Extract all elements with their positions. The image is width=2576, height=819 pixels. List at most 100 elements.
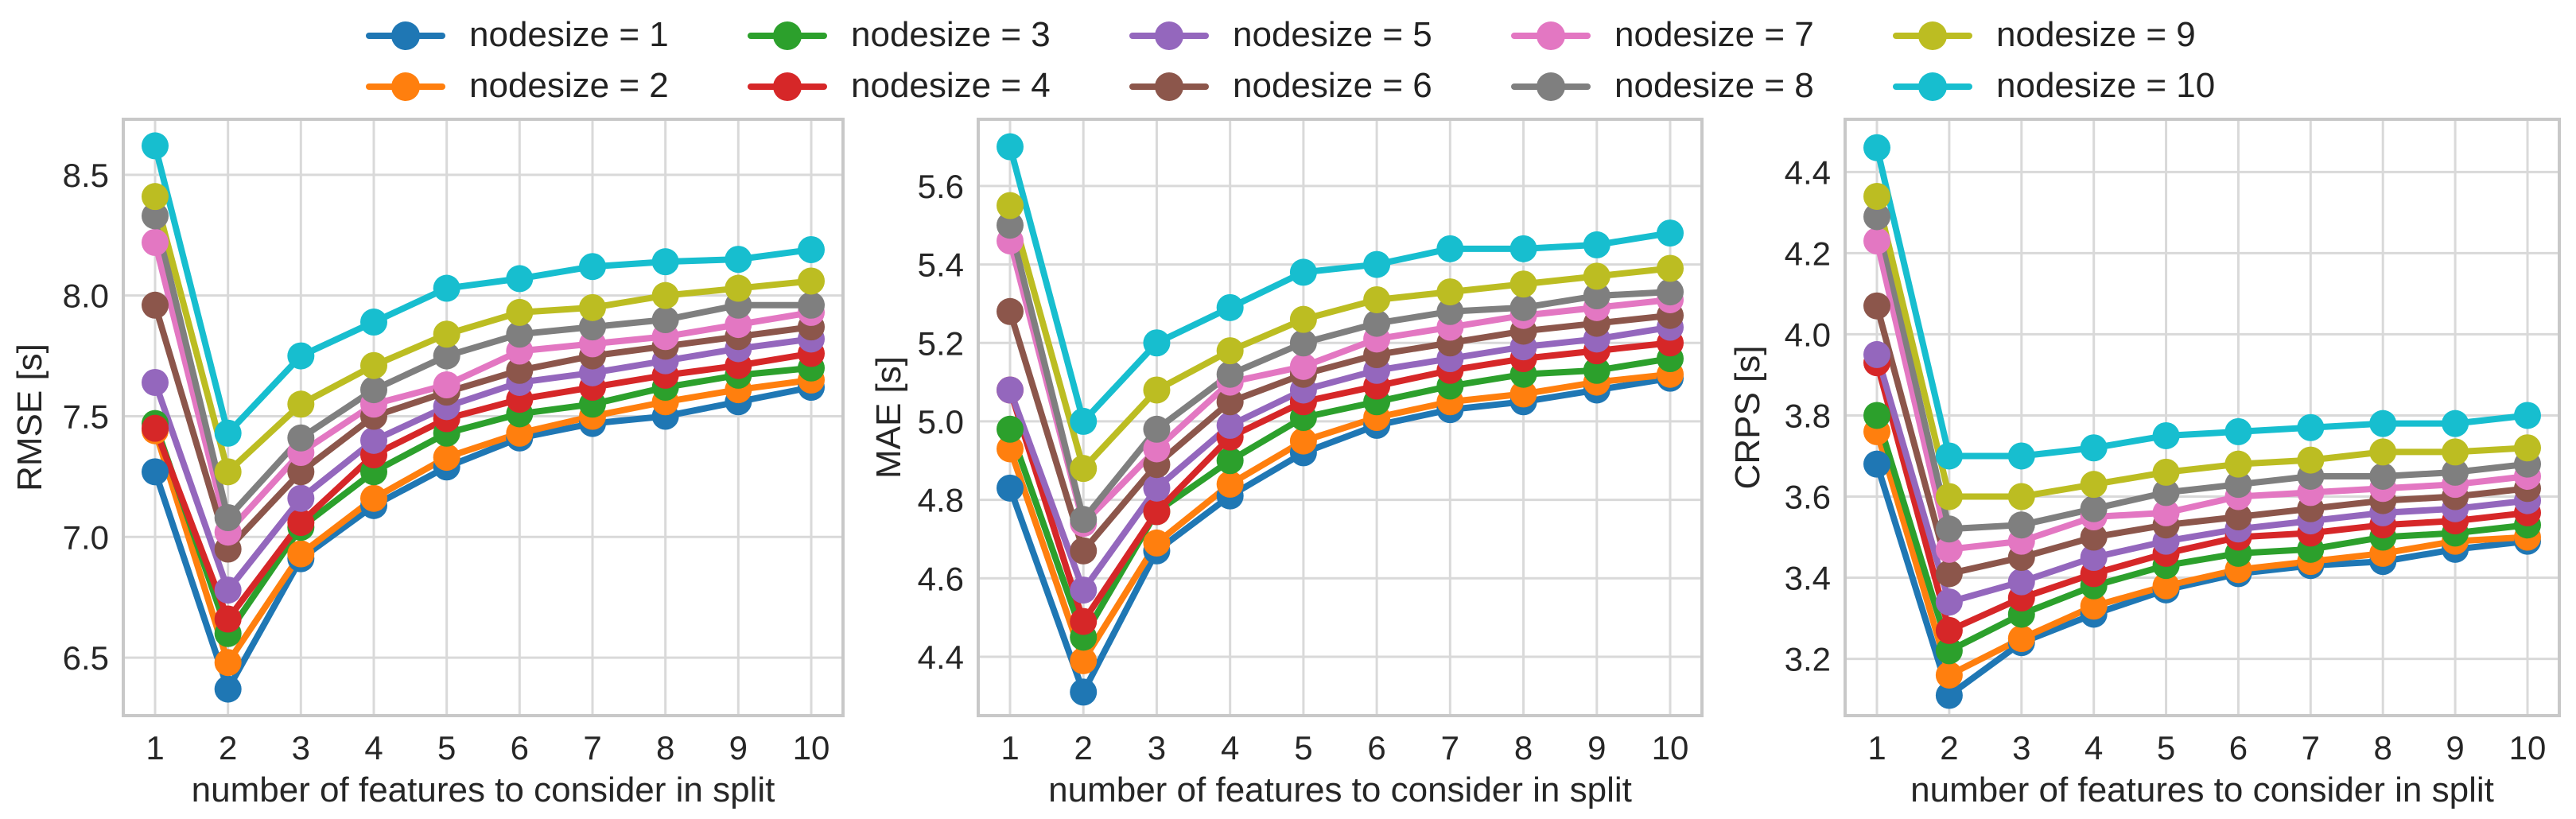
data-point — [1070, 576, 1098, 604]
series-line-nodesize-6 — [152, 301, 814, 553]
x-axis-label: number of features to consider in split — [192, 770, 775, 809]
data-point — [2007, 483, 2035, 510]
legend-dot-marker — [1918, 21, 1947, 50]
y-tick-label: 4.4 — [1785, 153, 1831, 191]
data-point — [142, 228, 169, 256]
legend-dot-marker — [391, 21, 420, 50]
data-point — [725, 311, 752, 339]
data-point — [1289, 427, 1317, 455]
x-tick-label: 6 — [2229, 729, 2248, 767]
legend-label: nodesize = 1 — [469, 15, 669, 54]
data-point — [1935, 483, 1963, 510]
data-point — [1216, 470, 1244, 498]
y-tick-label: 5.0 — [918, 403, 964, 441]
x-tick-label: 4 — [2085, 729, 2103, 767]
legend-item: nodesize = 1 — [366, 10, 732, 57]
data-point — [1436, 278, 1464, 306]
data-point — [1289, 329, 1317, 357]
data-point — [1935, 588, 1963, 616]
data-point — [2007, 625, 2035, 653]
data-point — [2152, 572, 2180, 600]
legend-dot-marker — [1155, 72, 1183, 101]
x-tick-label: 8 — [656, 729, 674, 767]
series-line-nodesize-7 — [1874, 238, 2531, 553]
data-point — [1216, 360, 1244, 388]
data-point — [997, 415, 1024, 443]
legend-label: nodesize = 3 — [851, 15, 1051, 54]
legend-label: nodesize = 6 — [1233, 66, 1432, 105]
x-tick-label: 9 — [729, 729, 748, 767]
series-line-nodesize-1 — [152, 384, 814, 693]
x-tick-label: 4 — [1221, 729, 1239, 767]
rmse-chart: 1 2 3 4 5 6 7 8 9 10 6.5 7.0 7.5 8.0 8.5 number of feat… — [10, 118, 845, 809]
data-point — [1935, 442, 1963, 470]
y-tick-label: 4.0 — [1785, 316, 1831, 353]
data-point — [1509, 235, 1537, 262]
series-line-nodesize-9 — [1007, 202, 1673, 472]
data-point — [287, 424, 315, 452]
y-tick-label: 3.8 — [1785, 397, 1831, 434]
y-axis-label: RMSE [s] — [10, 344, 49, 491]
y-tick-label: 5.4 — [918, 246, 964, 284]
x-axis-label: number of features to consider in split — [1048, 770, 1632, 809]
data-point — [2152, 458, 2180, 486]
legend-label: nodesize = 2 — [469, 66, 669, 105]
legend-dot-marker — [1918, 72, 1947, 101]
data-point — [2224, 450, 2252, 478]
data-point — [142, 414, 169, 442]
legend-label: nodesize = 7 — [1614, 15, 1814, 54]
data-point — [1070, 455, 1098, 483]
data-point — [579, 253, 606, 281]
data-point — [2080, 523, 2108, 551]
x-tick-label: 1 — [146, 729, 164, 767]
series-line-nodesize-9 — [152, 193, 814, 475]
legend-dot-marker — [391, 72, 420, 101]
x-tick-label: 5 — [437, 729, 456, 767]
data-point — [2297, 413, 2325, 441]
legend-dot-marker — [1155, 21, 1183, 50]
data-point — [360, 484, 387, 512]
data-point — [997, 192, 1024, 219]
data-point — [2514, 402, 2541, 429]
y-tick-label: 8.0 — [63, 278, 109, 315]
x-tick-label: 7 — [583, 729, 601, 767]
x-tick-label: 5 — [2157, 729, 2175, 767]
data-point — [2224, 417, 2252, 445]
series-line-nodesize-6 — [1874, 302, 2531, 577]
data-point — [798, 267, 825, 295]
legend-label: nodesize = 4 — [851, 66, 1051, 105]
data-point — [1863, 450, 1890, 478]
x-tick-label: 8 — [1514, 729, 1533, 767]
data-point — [142, 458, 169, 486]
legend-label: nodesize = 9 — [1996, 15, 2196, 54]
data-point — [1509, 380, 1537, 408]
data-point — [1657, 254, 1684, 282]
data-point — [142, 183, 169, 211]
x-tick-label: 1 — [1000, 729, 1019, 767]
x-tick-label: 2 — [219, 729, 237, 767]
x-tick-label: 3 — [1148, 729, 1166, 767]
series-line-nodesize-10 — [1874, 144, 2531, 460]
data-point — [1509, 270, 1537, 298]
y-tick-label: 4.6 — [918, 560, 964, 597]
data-point — [651, 306, 679, 334]
data-point — [1216, 293, 1244, 321]
data-point — [2007, 568, 2035, 596]
data-point — [1363, 285, 1391, 313]
data-point — [2514, 434, 2541, 462]
data-point — [506, 298, 534, 326]
legend-item: nodesize = 8 — [1511, 60, 1877, 108]
data-point — [1583, 262, 1610, 290]
x-tick-label: 7 — [1441, 729, 1459, 767]
series-line-nodesize-8 — [1007, 222, 1673, 523]
data-point — [1863, 203, 1890, 231]
data-point — [997, 212, 1024, 239]
data-point — [360, 351, 387, 379]
legend-item: nodesize = 2 — [366, 60, 732, 108]
data-point — [214, 576, 242, 604]
series-line-nodesize-1 — [1007, 375, 1673, 696]
data-point — [2224, 503, 2252, 530]
data-point — [433, 342, 460, 370]
x-tick-label: 2 — [1074, 729, 1093, 767]
data-point — [651, 281, 679, 309]
